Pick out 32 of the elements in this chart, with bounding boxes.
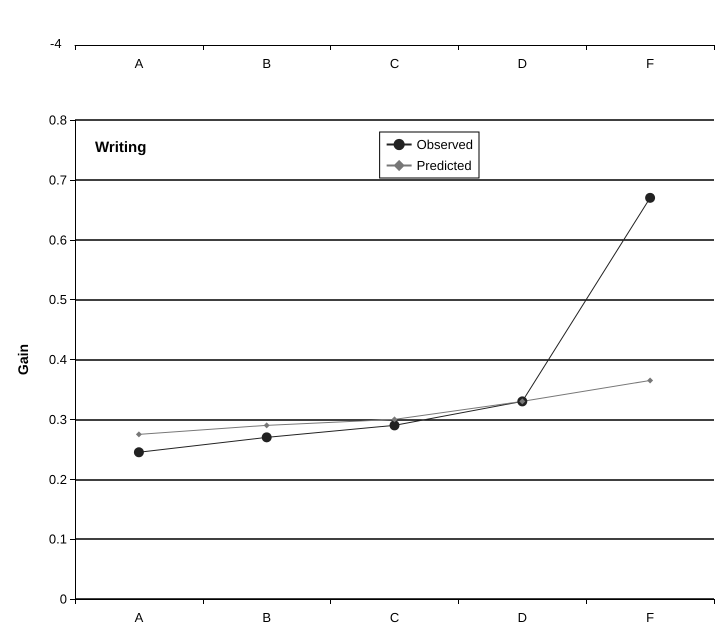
- x-tick-label: B: [262, 610, 272, 625]
- text: -4: [50, 36, 62, 51]
- y-tick-label: 0.4: [48, 352, 67, 367]
- y-tick-label: 0.8: [48, 112, 67, 128]
- point: [392, 416, 398, 422]
- y-axis-title: Gain: [15, 344, 31, 376]
- point: [264, 422, 270, 428]
- legend-label: Observed: [416, 137, 474, 152]
- category-label: F: [646, 56, 654, 71]
- category-label: A: [134, 56, 144, 71]
- category-label: C: [390, 56, 400, 71]
- x-tick-label: F: [646, 610, 654, 625]
- y-tick-label: 0.1: [48, 532, 67, 547]
- category-label: D: [518, 56, 527, 71]
- point: [645, 192, 656, 203]
- y-tick-label: 0: [60, 592, 67, 606]
- category-label: B: [262, 56, 272, 71]
- text: Writing: [95, 139, 146, 156]
- y-tick-label: 0.7: [48, 172, 67, 188]
- point: [134, 447, 144, 458]
- legend-label: Predicted: [416, 158, 472, 173]
- x-tick-label: D: [518, 610, 527, 625]
- point: [262, 432, 272, 442]
- y-tick-label: 0.2: [48, 472, 67, 487]
- y-tick-label: 0.6: [48, 232, 67, 248]
- x-tick-label: A: [134, 610, 144, 625]
- point: [136, 431, 142, 438]
- y-tick-label: 0.5: [48, 292, 67, 308]
- y-tick-label: 0.3: [48, 412, 67, 427]
- x-tick-label: C: [390, 610, 400, 625]
- point: [390, 420, 400, 430]
- point: [647, 377, 654, 384]
